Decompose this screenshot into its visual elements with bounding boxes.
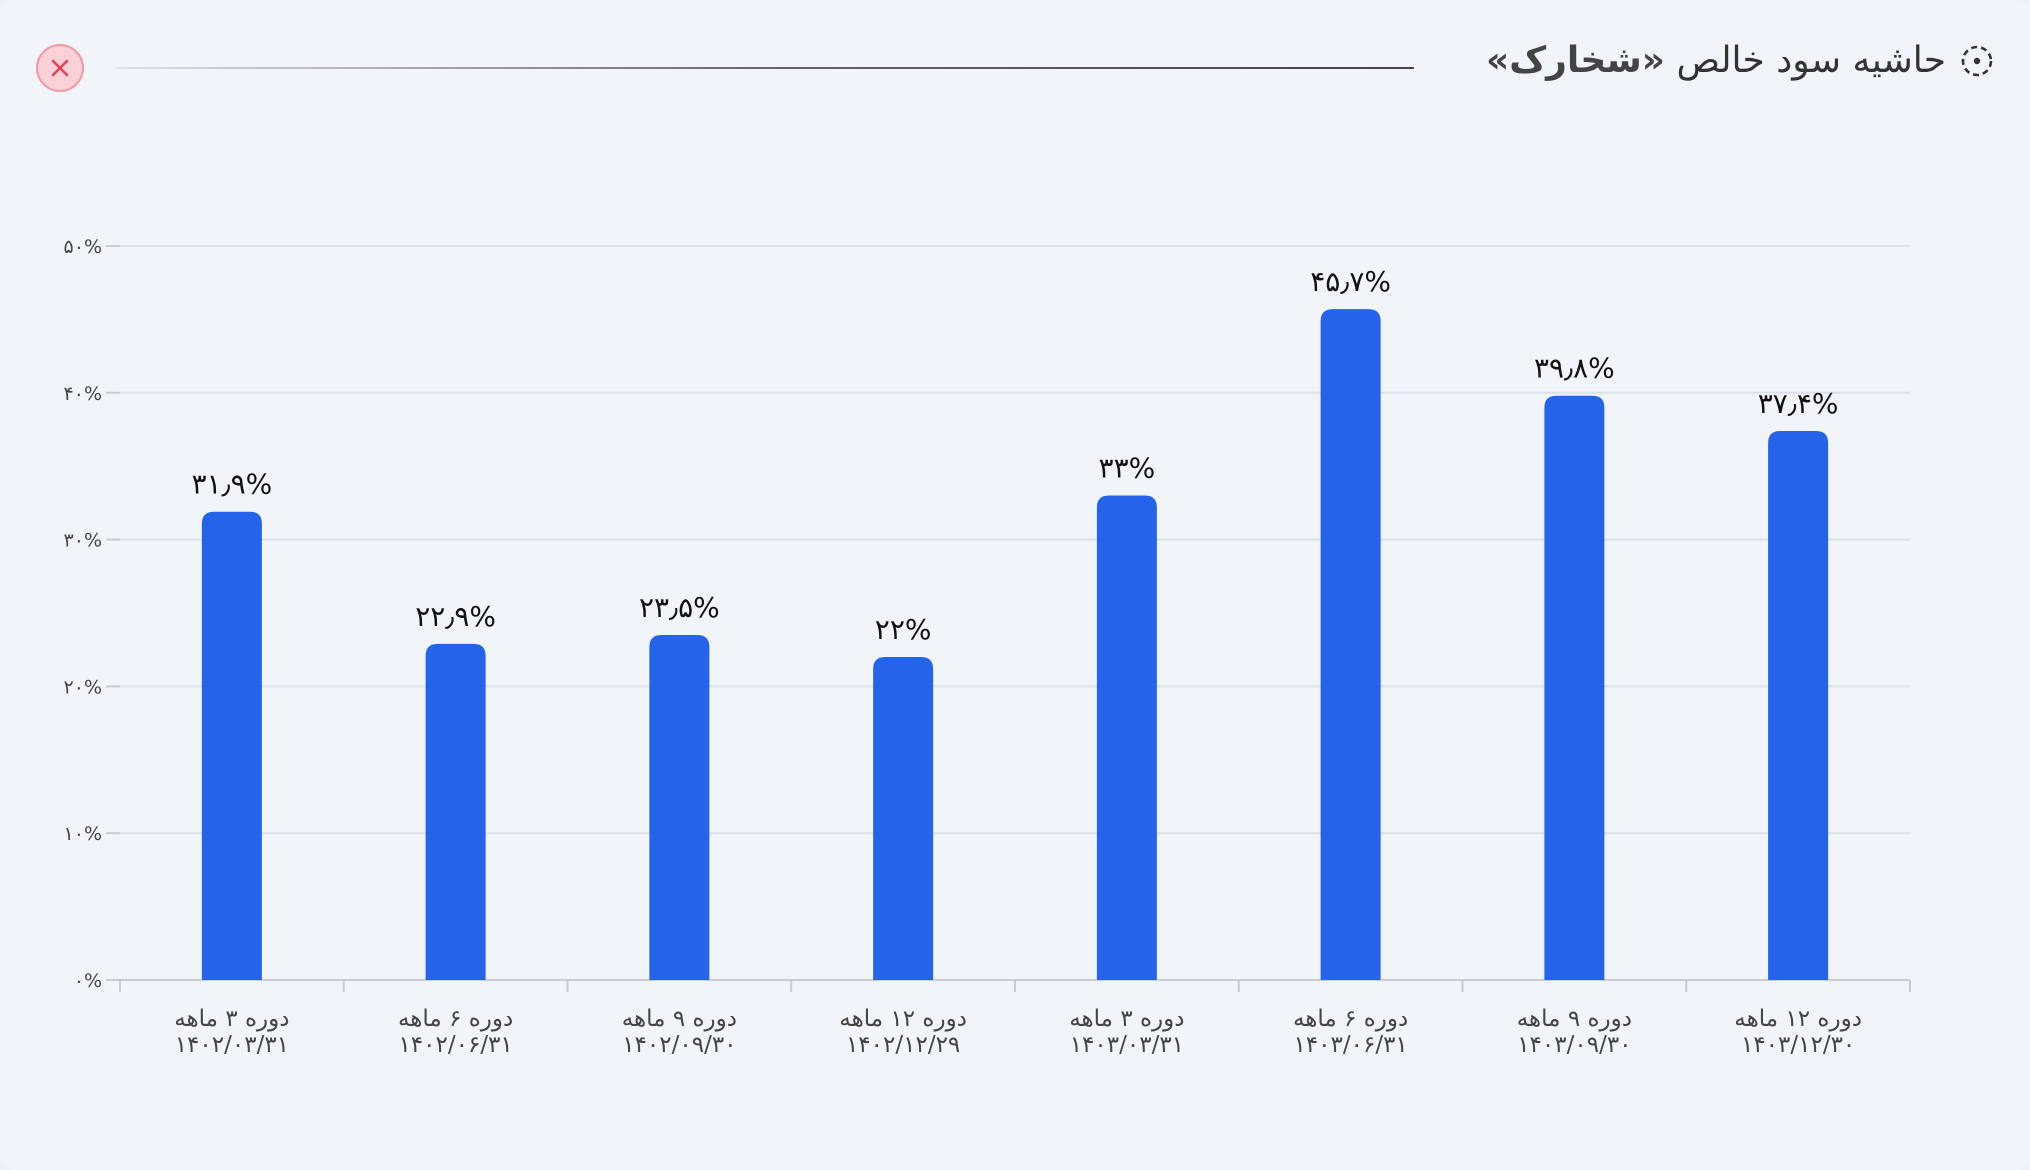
bar <box>1096 495 1157 980</box>
data-label: ۲۳٫۵% <box>639 591 720 624</box>
x-tick-label: دوره ۳ ماهه <box>174 1006 289 1032</box>
x-tick-date-label: ۱۴۰۲/۰۶/۳۱ <box>398 1032 512 1058</box>
dashed-circle-icon <box>1960 44 1994 78</box>
y-tick-label: ۲۰% <box>64 676 102 698</box>
y-tick-label: ۱۰% <box>64 823 102 845</box>
y-tick-label: ۵۰% <box>64 236 102 258</box>
data-label: ۴۵٫۷% <box>1310 265 1391 298</box>
y-tick-label: ۴۰% <box>64 383 102 405</box>
bar <box>201 511 262 980</box>
data-label: ۳۳% <box>1099 452 1156 485</box>
data-label: ۲۲% <box>875 613 932 646</box>
x-tick-label: دوره ۱۲ ماهه <box>839 1006 967 1032</box>
title-divider <box>116 67 1414 69</box>
close-icon <box>51 59 69 77</box>
x-tick-label: دوره ۶ ماهه <box>1293 1006 1408 1032</box>
y-tick-label: ۰% <box>74 970 102 992</box>
x-tick-label: دوره ۱۲ ماهه <box>1734 1006 1862 1032</box>
title-wrap: حاشیه سود خالص «شخارک» <box>1486 40 1994 81</box>
bar <box>1768 430 1829 980</box>
x-tick-label: دوره ۹ ماهه <box>622 1006 737 1032</box>
x-tick-label: دوره ۶ ماهه <box>398 1006 513 1032</box>
bar <box>1320 309 1381 980</box>
x-tick-date-label: ۱۴۰۳/۰۹/۳۰ <box>1517 1032 1631 1058</box>
header: حاشیه سود خالص «شخارک» <box>36 30 1994 104</box>
data-label: ۳۷٫۴% <box>1758 387 1839 420</box>
x-tick-date-label: ۱۴۰۲/۰۳/۳۱ <box>175 1032 289 1058</box>
bar <box>1544 395 1605 981</box>
data-label: ۳۹٫۸% <box>1534 352 1615 385</box>
data-label: ۳۱٫۹% <box>191 468 272 501</box>
x-tick-label: دوره ۹ ماهه <box>1517 1006 1632 1032</box>
title-symbol: «شخارک» <box>1486 40 1666 81</box>
x-tick-date-label: ۱۴۰۲/۰۹/۳۰ <box>622 1032 736 1058</box>
x-tick-label: دوره ۳ ماهه <box>1069 1006 1184 1032</box>
title-prefix: حاشیه سود خالص <box>1676 40 1946 81</box>
x-tick-date-label: ۱۴۰۲/۱۲/۲۹ <box>846 1032 960 1058</box>
page-title: حاشیه سود خالص «شخارک» <box>1486 40 1946 81</box>
y-tick-label: ۳۰% <box>64 530 102 552</box>
bar <box>425 643 486 980</box>
x-tick-date-label: ۱۴۰۳/۰۳/۳۱ <box>1070 1032 1184 1058</box>
bar <box>649 635 710 980</box>
x-tick-date-label: ۱۴۰۳/۱۲/۳۰ <box>1741 1032 1855 1058</box>
x-tick-date-label: ۱۴۰۳/۰۶/۳۱ <box>1293 1032 1407 1058</box>
data-label: ۲۲٫۹% <box>415 600 496 633</box>
bar <box>873 657 934 980</box>
close-button[interactable] <box>36 44 84 92</box>
